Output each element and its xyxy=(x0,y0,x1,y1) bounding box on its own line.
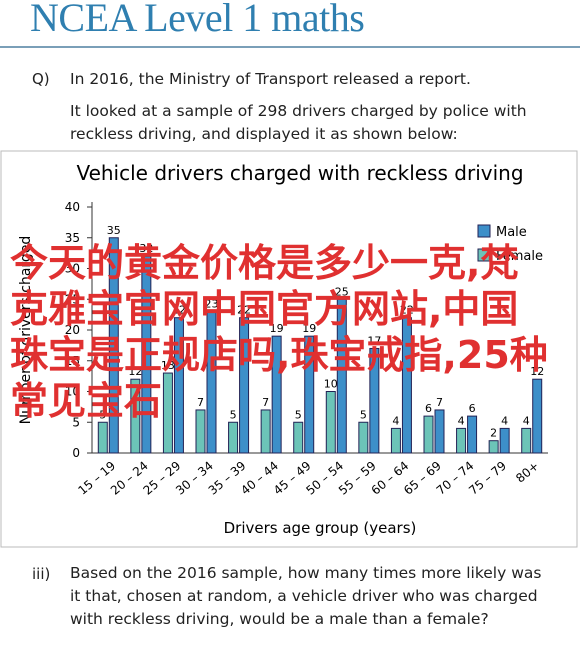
data-label: 6 xyxy=(469,402,476,415)
y-axis-label: Number of drivers charged xyxy=(18,236,34,425)
bar xyxy=(239,317,250,454)
data-label: 12 xyxy=(530,365,544,378)
data-label: 22 xyxy=(237,304,251,317)
legend-label: Female xyxy=(496,249,543,264)
y-tick-label: 15 xyxy=(65,354,80,368)
data-label: 17 xyxy=(367,334,381,347)
y-tick-label: 20 xyxy=(65,323,80,337)
bar xyxy=(456,427,467,454)
bar xyxy=(108,237,119,454)
bar xyxy=(325,391,336,454)
bar xyxy=(521,427,532,454)
bar xyxy=(401,317,412,454)
data-label: 19 xyxy=(302,322,316,335)
question-text: It looked at a sample of 298 drivers cha… xyxy=(70,102,527,143)
data-label: 5 xyxy=(99,408,106,421)
y-tick-label: 5 xyxy=(72,415,80,429)
data-label: 4 xyxy=(458,414,465,427)
bar xyxy=(304,335,315,454)
bar xyxy=(499,427,510,454)
y-tick-label: 35 xyxy=(65,231,80,245)
x-tick-label: 80+ xyxy=(513,459,541,486)
part-text: Based on the 2016 sample, how many times… xyxy=(70,564,542,628)
x-tick-label: 75 – 79 xyxy=(466,459,509,498)
chart-frame xyxy=(0,150,578,548)
bar xyxy=(358,421,369,454)
y-tick-label: 40 xyxy=(65,200,80,214)
data-label: 10 xyxy=(324,378,338,391)
bar xyxy=(162,372,173,454)
data-label: 19 xyxy=(270,322,284,335)
bar xyxy=(434,409,445,454)
x-axis-label: Drivers age group (years) xyxy=(224,519,417,537)
data-label: 7 xyxy=(197,396,204,409)
bar xyxy=(532,378,543,454)
data-label: 22 xyxy=(172,304,186,317)
data-label: 4 xyxy=(523,414,530,427)
bar xyxy=(260,409,271,454)
data-label: 22 xyxy=(400,304,414,317)
bar xyxy=(467,415,478,454)
data-label: 13 xyxy=(161,359,175,372)
data-label: 5 xyxy=(360,408,367,421)
bar xyxy=(293,421,304,454)
data-label: 6 xyxy=(425,402,432,415)
data-label: 4 xyxy=(392,414,399,427)
bar xyxy=(423,415,434,454)
question-text: In 2016, the Ministry of Transport relea… xyxy=(70,70,471,88)
watermark: 今天的黄金价格是多少一克,梵克雅宝官网中国官方网站,中国珠宝是正规店吗,珠宝戒指… xyxy=(10,241,548,423)
data-label: 5 xyxy=(230,408,237,421)
bar xyxy=(228,421,239,454)
y-tick-label: 10 xyxy=(65,385,80,399)
bar xyxy=(173,317,184,454)
data-label: 25 xyxy=(335,285,349,298)
bar xyxy=(336,298,347,454)
bar xyxy=(130,378,141,454)
legend-swatch xyxy=(477,224,491,238)
legend-swatch xyxy=(477,248,491,262)
bar xyxy=(369,347,380,454)
data-label: 7 xyxy=(436,396,443,409)
data-label: 7 xyxy=(262,396,269,409)
chart: Vehicle drivers charged with reckless dr… xyxy=(0,150,578,548)
part-label: iii) xyxy=(32,565,51,583)
bar xyxy=(206,311,217,454)
bar xyxy=(271,335,282,454)
legend-label: Male xyxy=(496,225,527,240)
y-tick-label: 30 xyxy=(65,262,80,276)
data-label: 32 xyxy=(139,242,153,255)
bar xyxy=(390,427,401,454)
data-label: 12 xyxy=(128,365,142,378)
question-label: Q) xyxy=(32,70,50,88)
data-label: 4 xyxy=(501,414,508,427)
bar xyxy=(97,421,108,454)
bar xyxy=(141,255,152,454)
bar xyxy=(195,409,206,454)
page-title: NCEA Level 1 maths xyxy=(30,0,365,40)
data-label: 2 xyxy=(490,427,497,440)
rule xyxy=(0,46,580,48)
data-label: 23 xyxy=(205,298,219,311)
bar xyxy=(488,440,499,454)
y-tick-label: 25 xyxy=(65,292,80,306)
y-tick-label: 0 xyxy=(72,446,80,460)
data-label: 5 xyxy=(295,408,302,421)
data-label: 35 xyxy=(107,224,121,237)
chart-title: Vehicle drivers charged with reckless dr… xyxy=(76,161,523,185)
